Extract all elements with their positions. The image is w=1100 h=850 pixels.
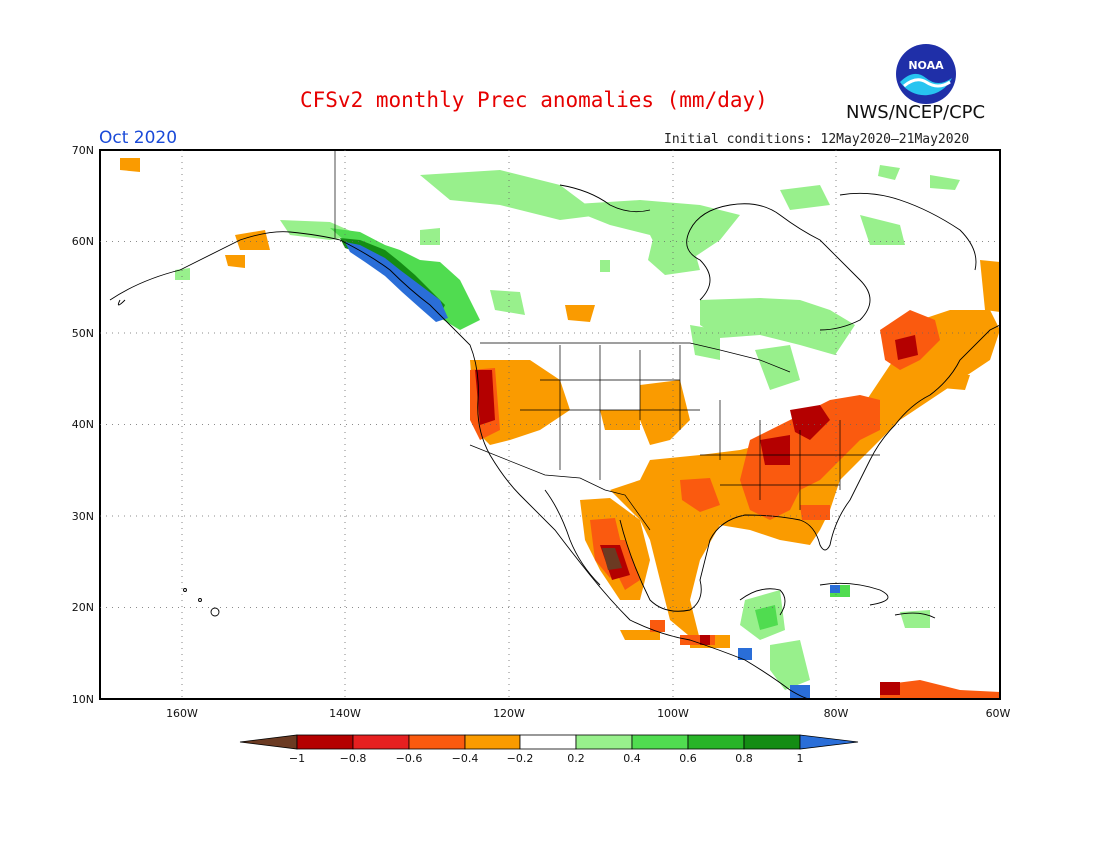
chart-title: CFSv2 monthly Prec anomalies (mm/day)	[300, 88, 768, 112]
lat-label-30n: 30N	[72, 510, 94, 523]
colorbar-bin-neg06-neg04	[408, 734, 466, 750]
colorbar-label: 0.8	[735, 752, 753, 765]
very-strong-wet-anomalies	[345, 242, 840, 699]
gridlines	[100, 150, 1000, 699]
colorbar-bin-neg04-neg02	[464, 734, 521, 750]
colorbar-bin-06-08	[687, 734, 745, 750]
coastlines	[109, 184, 1000, 699]
lat-label-40n: 40N	[72, 418, 94, 431]
very-strong-dry-anomalies	[602, 548, 622, 570]
initial-conditions: Initial conditions: 12May2020—21May2020	[664, 132, 970, 147]
colorbar-bin-08-1	[743, 734, 801, 750]
wet-anomalies	[175, 165, 960, 690]
colorbar-bin-gt-1	[799, 734, 859, 750]
colorbar-bin-neg1-neg08	[296, 734, 354, 750]
lat-label-70n: 70N	[72, 144, 94, 157]
colorbar-label: 0.4	[623, 752, 641, 765]
noaa-logo: NOAA	[896, 44, 956, 104]
logo-text: NOAA	[908, 59, 944, 72]
colorbar-bin-04-06	[631, 734, 689, 750]
borders	[334, 150, 880, 531]
colorbar-label: −1	[289, 752, 305, 765]
colorbar-bin-neg08-neg06	[352, 734, 410, 750]
colorbar-bin-neutral	[519, 734, 577, 750]
valid-month: Oct 2020	[99, 128, 178, 148]
colorbar-bin-02-04	[575, 734, 633, 750]
colorbar-label: 0.6	[679, 752, 697, 765]
colorbar-label: −0.8	[340, 752, 367, 765]
colorbar-label: −0.6	[396, 752, 423, 765]
colorbar-bin-lt-neg1	[239, 734, 298, 750]
lat-label-50n: 50N	[72, 327, 94, 340]
lat-labels: 70N 60N 50N 40N 30N 20N 10N	[72, 144, 94, 706]
colorbar-label: 1	[797, 752, 804, 765]
colorbar-label: −0.4	[452, 752, 479, 765]
lon-label-160w: 160W	[166, 707, 198, 720]
lon-label-140w: 140W	[329, 707, 361, 720]
agency-label: NWS/NCEP/CPC	[846, 102, 986, 123]
colorbar-label: −0.2	[507, 752, 534, 765]
colorbar	[239, 734, 859, 750]
lon-label-100w: 100W	[657, 707, 689, 720]
colorbar-label: 0.2	[567, 752, 585, 765]
lon-label-60w: 60W	[986, 707, 1011, 720]
colorbar-labels: −1 −0.8 −0.6 −0.4 −0.2 0.2 0.4 0.6 0.8 1	[289, 752, 804, 765]
lat-label-10n: 10N	[72, 693, 94, 706]
lon-labels: 160W 140W 120W 100W 80W 60W	[166, 707, 1010, 720]
lat-label-60n: 60N	[72, 235, 94, 248]
map-content	[109, 150, 1000, 699]
lat-label-20n: 20N	[72, 601, 94, 614]
lon-label-120w: 120W	[493, 707, 525, 720]
lon-label-80w: 80W	[824, 707, 849, 720]
